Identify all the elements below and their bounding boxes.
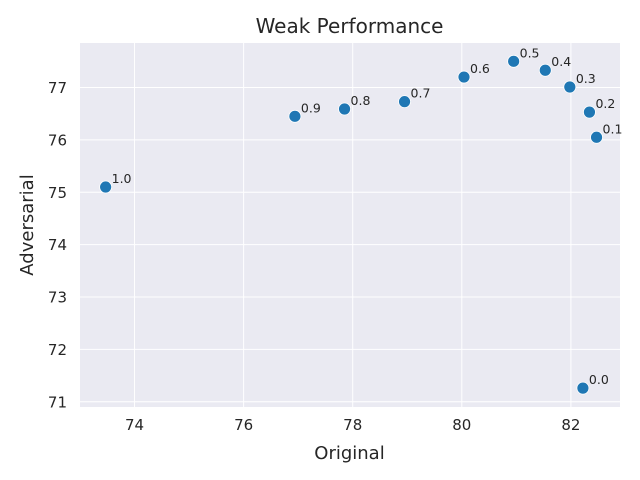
point-label: 0.8 xyxy=(351,93,371,108)
y-tick-label: 77 xyxy=(48,79,67,97)
data-point xyxy=(590,130,603,144)
data-point xyxy=(538,63,552,77)
point-label: 0.7 xyxy=(411,86,431,101)
data-point xyxy=(338,102,351,116)
x-tick-label: 82 xyxy=(561,416,580,434)
y-tick-label: 73 xyxy=(48,289,67,307)
point-label: 0.6 xyxy=(470,61,490,76)
point-label: 0.2 xyxy=(595,96,615,111)
data-point xyxy=(457,70,471,84)
chart-title: Weak Performance xyxy=(256,14,444,38)
data-point xyxy=(288,109,302,123)
y-tick-label: 75 xyxy=(48,184,67,202)
data-point xyxy=(398,95,411,109)
point-label: 0.1 xyxy=(603,121,623,136)
y-axis-label: Adversarial xyxy=(17,174,38,275)
x-tick-label: 74 xyxy=(125,416,144,434)
point-label: 0.9 xyxy=(301,100,321,115)
x-tick-labels: 74 76 78 80 82 xyxy=(125,416,580,434)
y-tick-label: 72 xyxy=(48,341,67,359)
x-tick-label: 76 xyxy=(234,416,253,434)
y-tick-label: 74 xyxy=(48,236,67,254)
data-point xyxy=(583,105,596,119)
data-point xyxy=(576,381,590,395)
y-tick-label: 71 xyxy=(48,393,67,411)
point-labels: 0.0 0.1 0.2 0.3 0.4 0.5 0.6 0.7 0.8 0.9 1.0 xyxy=(112,45,623,387)
y-tick-labels: 71 72 73 74 75 76 77 xyxy=(48,79,67,411)
x-tick-label: 78 xyxy=(343,416,362,434)
x-axis-label: Original xyxy=(314,443,384,464)
point-label: 0.0 xyxy=(589,372,609,387)
point-label: 0.4 xyxy=(551,54,571,69)
point-label: 0.5 xyxy=(520,45,540,60)
data-point xyxy=(99,180,113,194)
point-label: 1.0 xyxy=(112,171,132,186)
grid-lines xyxy=(80,43,620,407)
x-tick-label: 80 xyxy=(452,416,471,434)
point-label: 0.3 xyxy=(576,71,596,86)
data-point xyxy=(563,80,577,94)
data-point xyxy=(507,54,521,68)
plot-area xyxy=(80,43,620,407)
data-points xyxy=(99,54,603,395)
y-tick-label: 76 xyxy=(48,131,67,149)
